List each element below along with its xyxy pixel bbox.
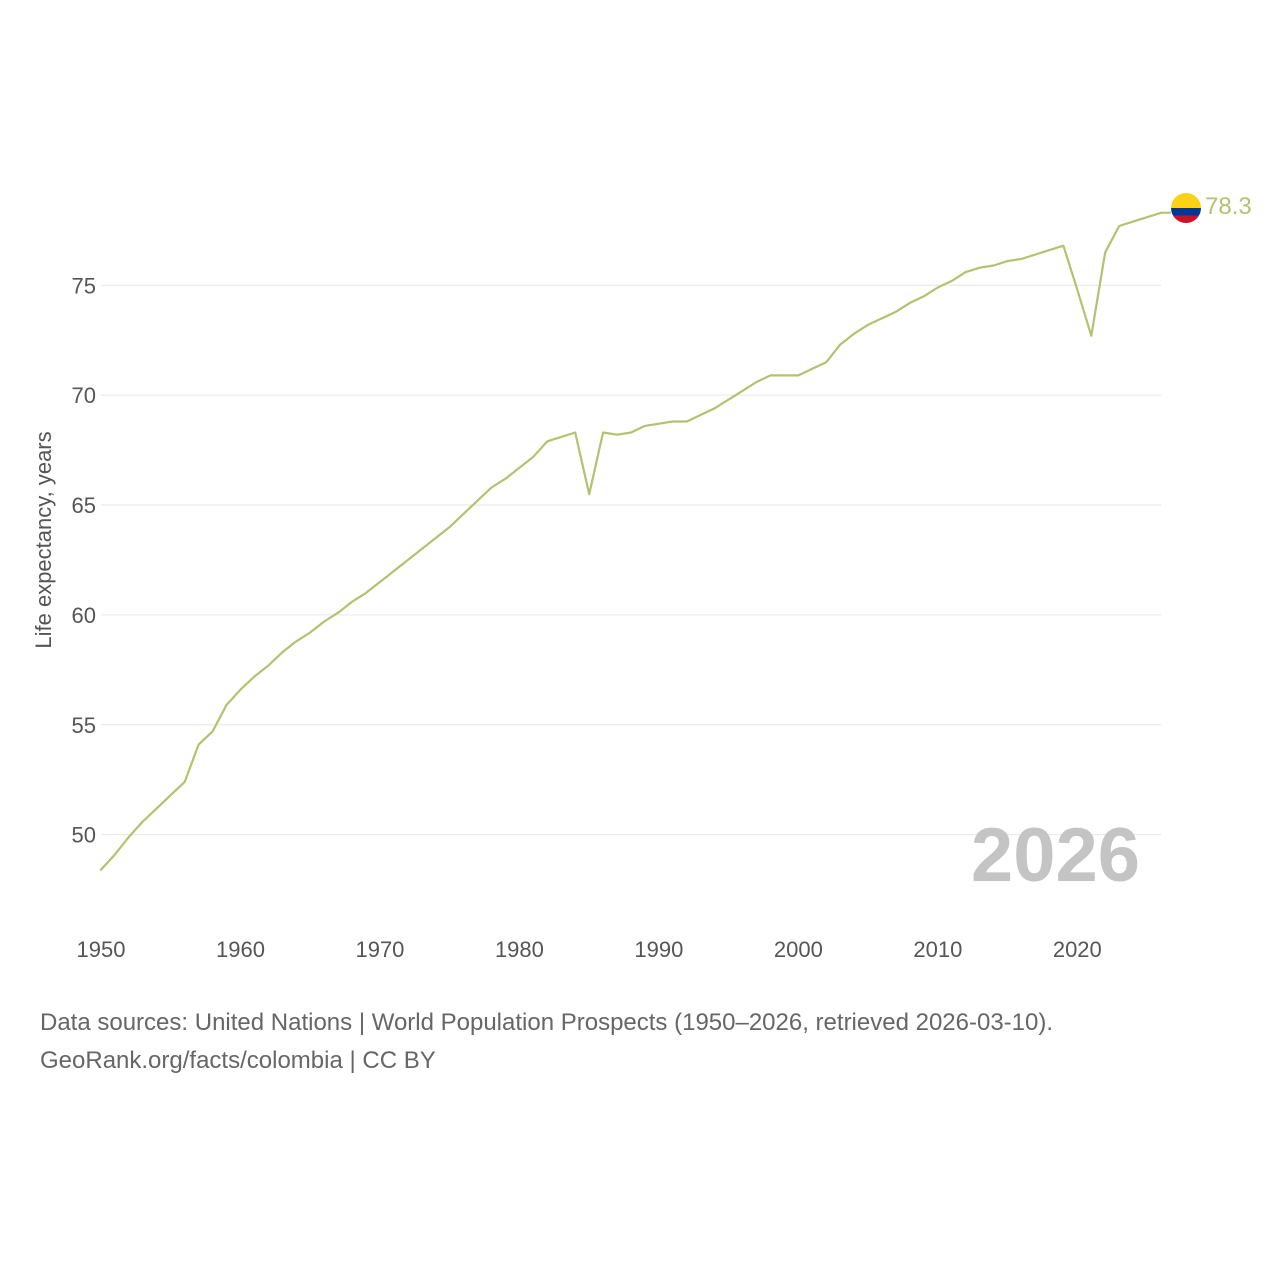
y-axis-title: Life expectancy, years xyxy=(31,431,56,648)
y-tick-label-50: 50 xyxy=(72,823,96,848)
flag-stripe-yellow xyxy=(1171,193,1201,208)
series-end-value-label: 78.3 xyxy=(1205,193,1252,220)
y-tick-label-65: 65 xyxy=(72,493,96,518)
x-tick-label-2000: 2000 xyxy=(774,937,823,962)
flag-stripe-red xyxy=(1171,215,1201,223)
y-tick-label-55: 55 xyxy=(72,713,96,738)
flag-stripe-blue xyxy=(1171,208,1201,216)
x-tick-label-1960: 1960 xyxy=(216,937,265,962)
y-tick-label-70: 70 xyxy=(72,383,96,408)
current-year-label: 2026 xyxy=(971,813,1140,898)
x-tick-label-1990: 1990 xyxy=(634,937,683,962)
x-tick-label-2020: 2020 xyxy=(1053,937,1102,962)
x-tick-label-1950: 1950 xyxy=(77,937,126,962)
colombia-flag-icon xyxy=(1171,193,1201,223)
x-tick-label-1980: 1980 xyxy=(495,937,544,962)
data-sources-text: Data sources: United Nations | World Pop… xyxy=(40,1009,1054,1036)
x-tick-label-1970: 1970 xyxy=(355,937,404,962)
gridlines xyxy=(101,284,1161,836)
flag-stripes xyxy=(1171,193,1201,223)
y-tick-label-75: 75 xyxy=(72,273,96,298)
attribution-link[interactable]: GeoRank.org/facts/colombia | CC BY xyxy=(40,1047,436,1074)
x-axis-ticks: 1950 1960 1970 1980 1990 2000 2010 2020 xyxy=(77,937,1102,962)
x-tick-label-2010: 2010 xyxy=(913,937,962,962)
series-line-colombia xyxy=(99,211,1163,871)
y-axis-ticks: 50 55 60 65 70 75 xyxy=(72,273,96,847)
y-tick-label-60: 60 xyxy=(72,603,96,628)
series-lines xyxy=(99,211,1171,871)
chart-footer: Data sources: United Nations | World Pop… xyxy=(40,1004,1053,1080)
